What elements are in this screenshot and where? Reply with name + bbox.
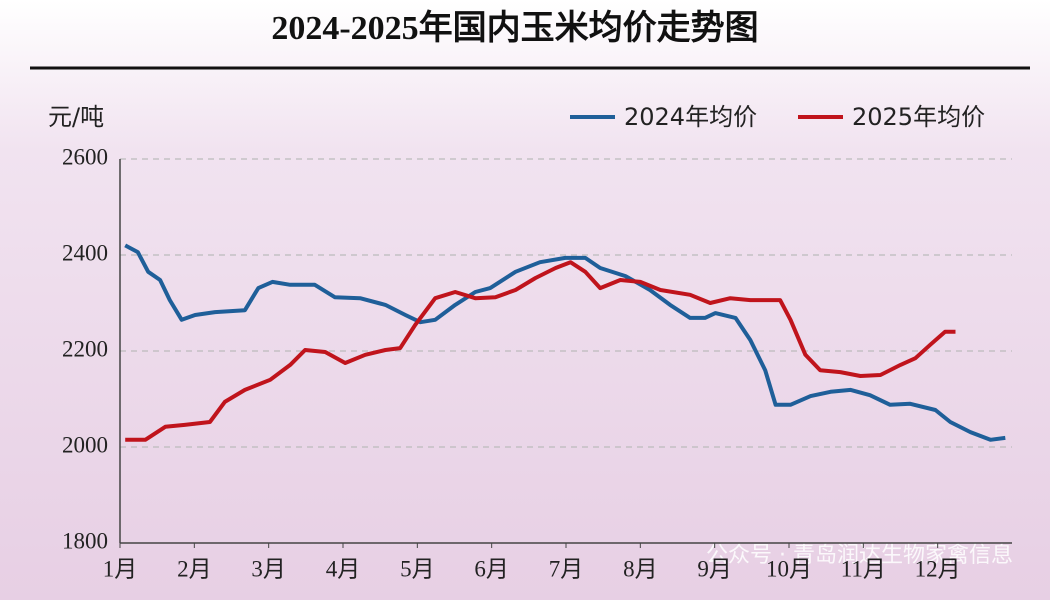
y-tick-label: 2400 (62, 240, 108, 265)
y-tick-label: 2200 (62, 336, 108, 361)
x-tick-label: 7月 (549, 556, 584, 581)
chart-title: 2024-2025年国内玉米均价走势图 (271, 9, 758, 47)
x-tick-label: 8月 (623, 556, 658, 581)
y-tick-label: 1800 (62, 528, 108, 553)
x-tick-label: 3月 (251, 556, 286, 581)
x-tick-label: 4月 (326, 556, 361, 581)
legend-label: 2024年均价 (624, 103, 757, 131)
x-tick-label: 11月 (841, 556, 886, 581)
watermark: 公众号 · 青岛润达生物家禽信息 (706, 543, 1013, 568)
legend-label: 2025年均价 (852, 103, 985, 131)
y-tick-label: 2000 (62, 432, 108, 457)
x-tick-label: 5月 (400, 556, 435, 581)
x-tick-label: 10月 (766, 556, 812, 581)
series-line (125, 260, 956, 442)
series-line (124, 243, 1006, 442)
y-tick-label: 2600 (62, 144, 108, 169)
x-tick-label: 6月 (474, 556, 509, 581)
x-tick-label: 2月 (177, 556, 212, 581)
x-tick-label: 9月 (697, 556, 732, 581)
x-tick-label: 1月 (103, 556, 138, 581)
x-tick-label: 12月 (915, 556, 961, 581)
y-axis-label: 元/吨 (48, 103, 104, 131)
